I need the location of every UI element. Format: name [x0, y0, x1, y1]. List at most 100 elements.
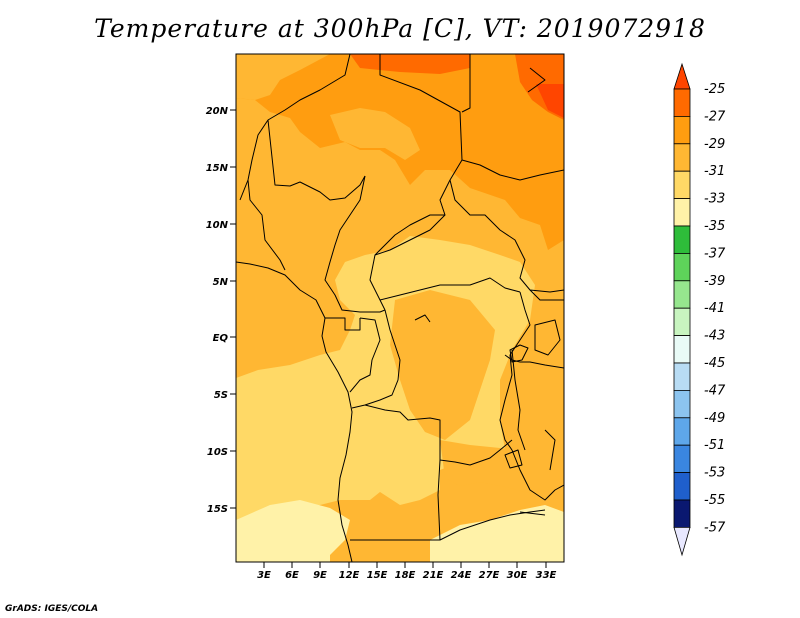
colorbar-label: -57	[704, 520, 726, 535]
border-eq-guinea	[325, 317, 361, 331]
border-car-north	[374, 214, 446, 256]
field-se-29-31	[440, 440, 564, 500]
lon-label: 6E	[285, 570, 299, 581]
colorbar-swatch	[673, 198, 691, 227]
lon-tick-6e: 6E	[285, 562, 299, 581]
lon-tick-3e: 3E	[257, 562, 271, 581]
colorbar-swatch	[673, 307, 691, 337]
lat-label: 10N	[206, 220, 229, 231]
colorbar-swatch	[673, 362, 691, 391]
field-ne-above-25	[536, 84, 564, 118]
river-segment	[414, 314, 431, 323]
lon-tick-15e: 15E	[367, 562, 388, 581]
colorbar-label: -53	[704, 466, 725, 481]
lat-label: 15S	[207, 504, 228, 515]
field-nw-29-31	[236, 54, 330, 100]
border-nigeria-west	[247, 179, 286, 271]
colorbar-swatch	[673, 170, 691, 199]
colorbar-label: -29	[704, 137, 725, 152]
lat-label: 20N	[206, 106, 229, 117]
colorbar-swatch	[673, 280, 691, 309]
lat-tick-10s: 10S	[207, 447, 236, 458]
colorbar-label: -49	[704, 411, 725, 426]
colorbar-label: -39	[704, 274, 725, 289]
colorbar-label: -43	[704, 329, 725, 344]
lake-malawi	[544, 429, 556, 471]
lake-mweru	[504, 449, 523, 469]
colorbar-labels: -25 -27 -29 -31 -33 -35 -37 -39 -41 -43 …	[704, 82, 726, 535]
colorbar-swatch	[673, 143, 691, 172]
lon-label: 30E	[507, 570, 528, 581]
lon-tick-12e: 12E	[339, 562, 360, 581]
lake-tanganyika	[511, 349, 526, 451]
colorbar-swatch	[673, 472, 691, 501]
lon-tick-27e: 27E	[479, 562, 500, 581]
colorbar-bottom-arrow	[673, 527, 691, 557]
colorbar-label: -31	[704, 164, 725, 179]
border-tanzania	[504, 354, 564, 369]
lake-nasser	[527, 67, 546, 93]
colorbar	[673, 62, 691, 557]
colorbar-swatch	[673, 335, 691, 364]
field-se-33-35	[430, 505, 564, 562]
lake-victoria	[534, 319, 561, 356]
lon-tick-21e: 21E	[423, 562, 444, 581]
lat-label: EQ	[213, 333, 229, 344]
colorbar-swatch	[673, 88, 691, 117]
country-borders	[236, 54, 564, 562]
colorbar-top-arrow	[673, 62, 691, 90]
field-sw-33-35	[236, 500, 350, 562]
border-uganda	[529, 289, 564, 301]
colorbar-label: -27	[704, 109, 726, 124]
lon-label: 24E	[451, 570, 472, 581]
coastline	[236, 261, 353, 562]
lat-label: 5N	[213, 277, 229, 288]
border-zambia-south	[439, 509, 546, 541]
latitude-axis: 20N 15N 10N 5N EQ 5S 10S 15S	[206, 106, 236, 515]
lon-label: 3E	[257, 570, 271, 581]
colorbar-label: -37	[704, 246, 726, 261]
longitude-axis: 3E 6E 9E 12E 15E 18E 21E 24E 27E 30E 33E	[257, 562, 557, 581]
lon-label: 18E	[395, 570, 416, 581]
colorbar-label: -35	[704, 219, 725, 234]
lon-label: 9E	[313, 570, 327, 581]
lat-tick-5n: 5N	[213, 277, 236, 288]
lon-tick-9e: 9E	[313, 562, 327, 581]
colorbar-swatch	[673, 225, 691, 254]
lat-tick-15n: 15N	[206, 163, 236, 174]
field-basin-29-31	[390, 290, 495, 440]
lon-label: 21E	[423, 570, 444, 581]
border-drc-east	[499, 291, 531, 451]
colorbar-swatch	[673, 252, 691, 282]
lat-tick-5s: 5S	[214, 390, 236, 401]
field-patch-29-31	[330, 108, 420, 160]
lat-tick-10n: 10N	[206, 220, 236, 231]
border-niger	[267, 119, 366, 201]
lon-label: 33E	[536, 570, 557, 581]
lat-label: 15N	[206, 163, 229, 174]
lon-label: 15E	[367, 570, 388, 581]
border-sudan	[461, 159, 564, 181]
colorbar-label: -51	[704, 438, 725, 453]
map-title: Temperature at 300hPa [C], VT: 201907291…	[94, 14, 706, 43]
lake-kivu	[509, 344, 529, 363]
colorbar-label: -33	[704, 192, 725, 207]
colorbar-swatch	[673, 116, 691, 145]
lat-label: 10S	[207, 447, 228, 458]
border-angola-drc	[364, 404, 513, 466]
lon-label: 27E	[479, 570, 500, 581]
lake-kariba	[519, 511, 546, 516]
border-nw	[239, 54, 351, 201]
border-sudan-libya	[461, 54, 471, 113]
border-gabon-congo	[349, 317, 381, 393]
colorbar-label: -45	[704, 356, 725, 371]
colorbar-swatch	[673, 389, 691, 419]
lat-tick-20n: 20N	[206, 106, 236, 117]
colorbar-swatch	[673, 417, 691, 446]
credit-label: GrADS: IGES/COLA	[5, 604, 99, 614]
border-car-south	[379, 277, 521, 301]
lat-tick-15s: 15S	[207, 504, 236, 515]
border-angola-south	[350, 459, 441, 541]
border-congo-drc	[351, 309, 401, 409]
colorbar-label: -25	[704, 82, 725, 97]
